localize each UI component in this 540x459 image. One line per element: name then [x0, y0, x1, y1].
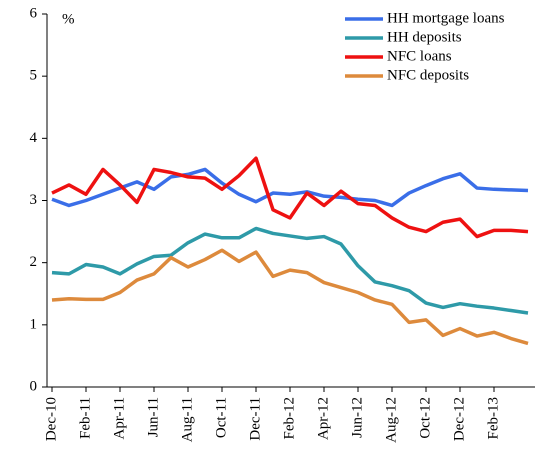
y-tick-label: 3 [30, 192, 38, 208]
series-line [51, 156, 529, 239]
x-tick-label: Jun-11 [145, 397, 161, 437]
x-tick-label: Dec-10 [43, 397, 59, 441]
y-tick-label: 6 [30, 5, 38, 21]
x-tick-label: Feb-13 [485, 397, 501, 440]
x-tick-label: Jun-12 [349, 397, 365, 438]
y-tick-label: 1 [30, 316, 38, 332]
x-tick-label: Dec-11 [247, 397, 263, 441]
x-tick-label: Oct-12 [417, 397, 433, 439]
x-tick-label: Feb-11 [77, 397, 93, 439]
legend-label: NFC deposits [387, 67, 469, 83]
y-axis-label: % [62, 11, 75, 27]
y-tick-label: 4 [30, 130, 38, 146]
x-tick-label: Apr-12 [315, 397, 331, 440]
legend-label: HH mortgage loans [387, 10, 505, 26]
x-tick-label: Aug-11 [179, 397, 195, 442]
x-tick-label: Aug-12 [383, 397, 399, 443]
y-tick-label: 0 [30, 378, 38, 394]
series-line [51, 248, 529, 346]
x-tick-label: Dec-12 [451, 397, 467, 441]
legend-label: NFC loans [387, 48, 452, 64]
y-tick-label: 2 [30, 254, 38, 270]
y-tick-label: 5 [30, 68, 38, 84]
series-line [51, 167, 529, 208]
x-tick-label: Apr-11 [111, 397, 127, 439]
legend-label: HH deposits [387, 29, 462, 45]
x-tick-label: Feb-12 [281, 397, 297, 440]
x-tick-label: Oct-11 [213, 397, 229, 438]
series-line [51, 226, 529, 315]
